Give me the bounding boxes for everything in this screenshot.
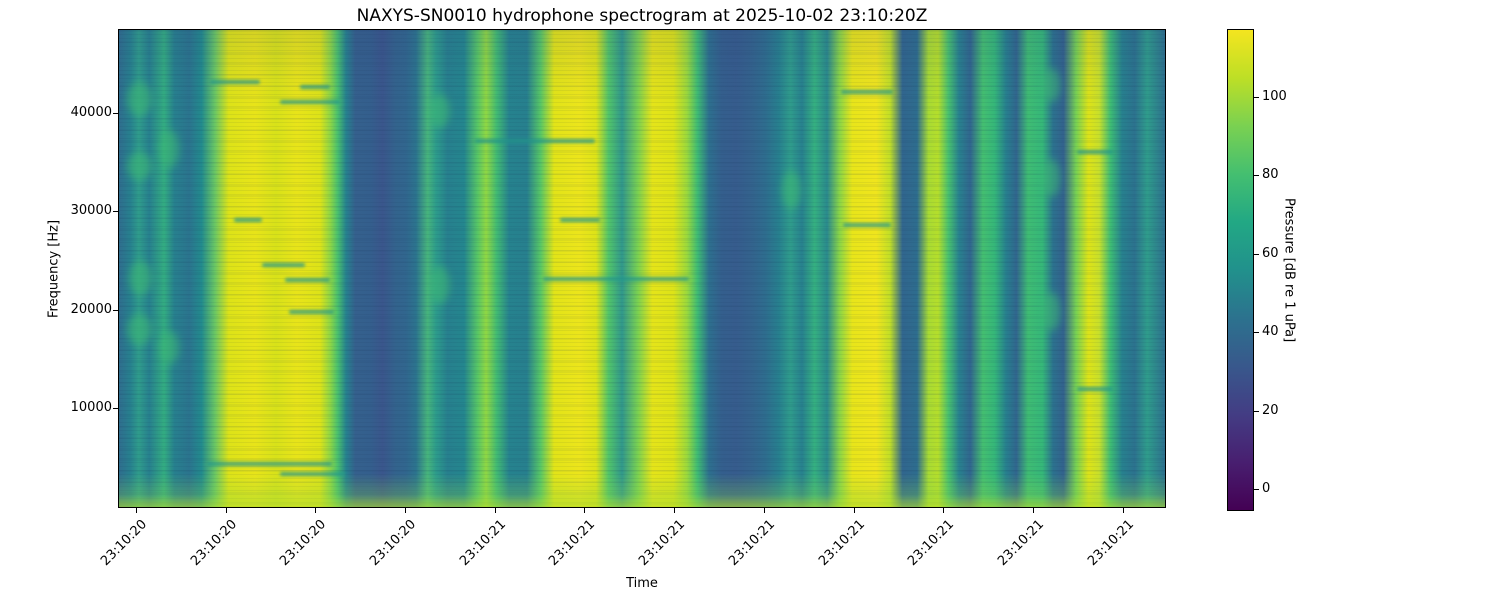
x-tick-label: 23:10:21 [456, 517, 509, 569]
x-tick-label: 23:10:20 [187, 517, 240, 569]
x-tick-mark [584, 508, 585, 513]
spectrogram-streak [280, 472, 345, 477]
spectrogram-streak [262, 262, 306, 267]
colorbar-tick-label: 80 [1262, 167, 1279, 182]
y-tick-label: 40000 [70, 105, 112, 120]
plot-area [118, 29, 1166, 508]
y-tick-label: 20000 [70, 302, 112, 317]
y-tick-label: 10000 [70, 400, 112, 415]
spectrogram-streak [299, 84, 331, 89]
colorbar-tick-mark [1254, 254, 1259, 255]
y-tick-label: 30000 [70, 203, 112, 218]
y-tick-mark [113, 310, 118, 311]
y-tick-mark [113, 211, 118, 212]
spectrogram-blob [129, 261, 153, 295]
spectrogram-blob [428, 266, 450, 305]
spectrogram-streak [285, 278, 331, 283]
x-axis-label: Time [626, 576, 658, 591]
y-axis-label: Frequency [Hz] [46, 219, 62, 318]
spectrogram-heatmap [119, 30, 1165, 507]
spectrogram-streak [842, 223, 891, 228]
colorbar-tick-mark [1254, 97, 1259, 98]
spectrogram-streak [542, 277, 690, 282]
x-tick-mark [136, 508, 137, 513]
x-tick-label: 23:10:21 [635, 517, 688, 569]
spectrogram-streak [289, 309, 335, 314]
x-tick-mark [674, 508, 675, 513]
colorbar-tick-label: 0 [1262, 481, 1271, 496]
spectrogram-streak [234, 217, 263, 222]
colorbar-tick-mark [1254, 489, 1259, 490]
x-tick-label: 23:10:20 [97, 517, 150, 569]
spectrogram-streak [1077, 386, 1113, 391]
x-tick-mark [943, 508, 944, 513]
y-tick-mark [113, 113, 118, 114]
chart-title: NAXYS-SN0010 hydrophone spectrogram at 2… [356, 6, 928, 26]
spectrogram-blob [1041, 68, 1061, 102]
x-tick-mark [226, 508, 227, 513]
x-tick-label: 23:10:20 [276, 517, 329, 569]
colorbar-tick-mark [1254, 411, 1259, 412]
spectrogram-streak [206, 462, 333, 467]
spectrogram-blob [159, 130, 179, 169]
x-tick-label: 23:10:21 [815, 517, 868, 569]
x-tick-mark [405, 508, 406, 513]
x-tick-mark [854, 508, 855, 513]
spectrogram-streak [840, 90, 894, 95]
colorbar-tick-label: 40 [1262, 324, 1279, 339]
spectrogram-blob [1041, 158, 1061, 197]
x-tick-mark [1123, 508, 1124, 513]
spectrogram-streak [210, 80, 261, 85]
spectrogram-blob [159, 330, 179, 364]
colorbar-tick-mark [1254, 175, 1259, 176]
spectrogram-blob [428, 94, 450, 128]
x-tick-label: 23:10:20 [366, 517, 419, 569]
spectrogram-streak [280, 100, 340, 105]
x-tick-label: 23:10:21 [904, 517, 957, 569]
colorbar-tick-label: 20 [1262, 403, 1279, 418]
spectrogram-blob [127, 313, 153, 345]
x-tick-label: 23:10:21 [994, 517, 1047, 569]
spectrogram-blob [127, 151, 153, 181]
spectrogram-blob [1041, 292, 1061, 331]
x-tick-label: 23:10:21 [545, 517, 598, 569]
spectrogram-streak [1077, 149, 1113, 154]
colorbar-tick-label: 60 [1262, 246, 1279, 261]
x-tick-mark [315, 508, 316, 513]
x-tick-label: 23:10:21 [1084, 517, 1137, 569]
spectrogram-streak [474, 139, 595, 144]
x-tick-mark [495, 508, 496, 513]
colorbar [1227, 29, 1254, 511]
x-tick-label: 23:10:21 [725, 517, 778, 569]
x-tick-mark [764, 508, 765, 513]
spectrogram-blob [127, 82, 153, 116]
spectrogram-streak [560, 217, 601, 222]
colorbar-tick-label: 100 [1262, 89, 1287, 104]
x-tick-mark [1033, 508, 1034, 513]
colorbar-label: Pressure [dB re 1 uPa] [1281, 197, 1297, 343]
colorbar-tick-mark [1254, 332, 1259, 333]
y-tick-mark [113, 408, 118, 409]
spectrogram-blob [782, 170, 801, 209]
